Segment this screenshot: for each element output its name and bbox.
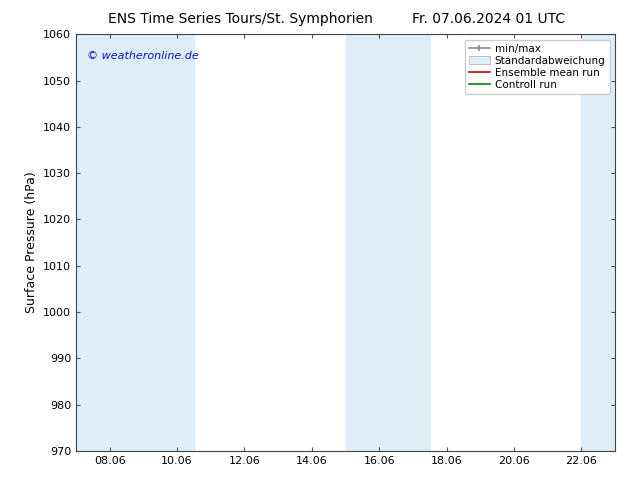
Bar — [143, 34, 194, 451]
Text: ENS Time Series Tours/St. Symphorien: ENS Time Series Tours/St. Symphorien — [108, 12, 373, 26]
Text: Fr. 07.06.2024 01 UTC: Fr. 07.06.2024 01 UTC — [411, 12, 565, 26]
Bar — [76, 34, 143, 451]
Bar — [581, 34, 615, 451]
Legend: min/max, Standardabweichung, Ensemble mean run, Controll run: min/max, Standardabweichung, Ensemble me… — [465, 40, 610, 94]
Text: © weatheronline.de: © weatheronline.de — [87, 51, 198, 61]
Bar — [379, 34, 430, 451]
Bar — [346, 34, 379, 451]
Y-axis label: Surface Pressure (hPa): Surface Pressure (hPa) — [25, 172, 37, 314]
